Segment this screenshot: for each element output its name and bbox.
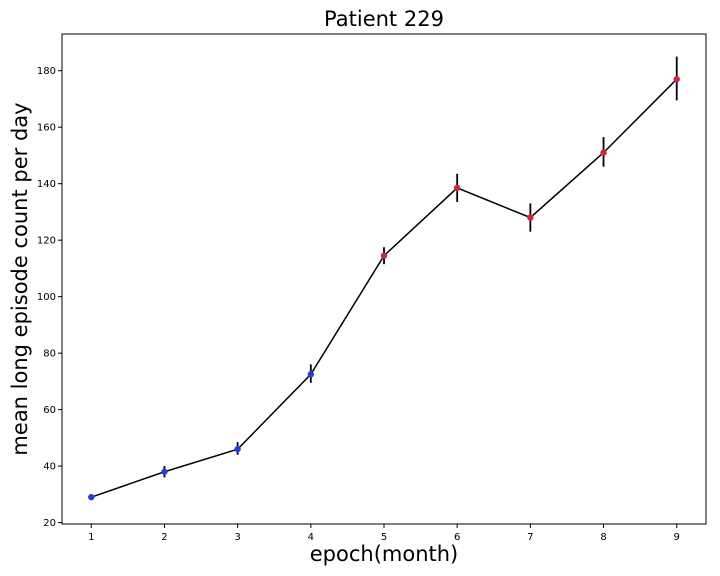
x-tick-label: 4	[308, 532, 314, 543]
data-series	[88, 56, 680, 501]
data-point	[380, 252, 388, 259]
y-tick-label: 20	[43, 518, 56, 529]
x-tick-label: 8	[600, 532, 606, 543]
y-tick-label: 180	[37, 66, 56, 77]
x-tick-label: 2	[161, 532, 167, 543]
x-tick-label: 5	[381, 532, 387, 543]
y-tick-label: 40	[43, 462, 56, 473]
y-axis-label: mean long episode count per day	[8, 102, 32, 455]
data-point	[673, 75, 680, 83]
data-point	[453, 184, 461, 192]
x-tick-label: 1	[88, 532, 94, 543]
x-tick-label: 9	[674, 532, 680, 543]
data-point	[527, 214, 534, 221]
x-tick-label: 3	[234, 532, 240, 543]
y-tick-label: 60	[43, 405, 56, 416]
x-tick-label: 7	[527, 532, 533, 543]
data-point	[88, 493, 95, 501]
y-tick-label: 120	[37, 236, 56, 247]
y-tick-label: 140	[37, 179, 56, 190]
y-tick-label: 100	[37, 292, 56, 303]
y-tick-label: 160	[37, 123, 56, 134]
data-point	[307, 371, 315, 378]
data-point	[234, 445, 241, 453]
x-tick-label: 6	[454, 532, 460, 543]
data-point	[600, 149, 607, 156]
plot-area	[61, 33, 707, 525]
y-axis: 20 40 60 80 100 120 140 160 180	[37, 66, 62, 529]
x-axis-label: epoch(month)	[310, 542, 459, 566]
y-tick-label: 80	[43, 349, 56, 360]
data-point	[161, 468, 168, 475]
chart-title: Patient 229	[324, 7, 444, 31]
x-axis: 1 2 3 4 5 6 7 8 9	[88, 524, 680, 543]
